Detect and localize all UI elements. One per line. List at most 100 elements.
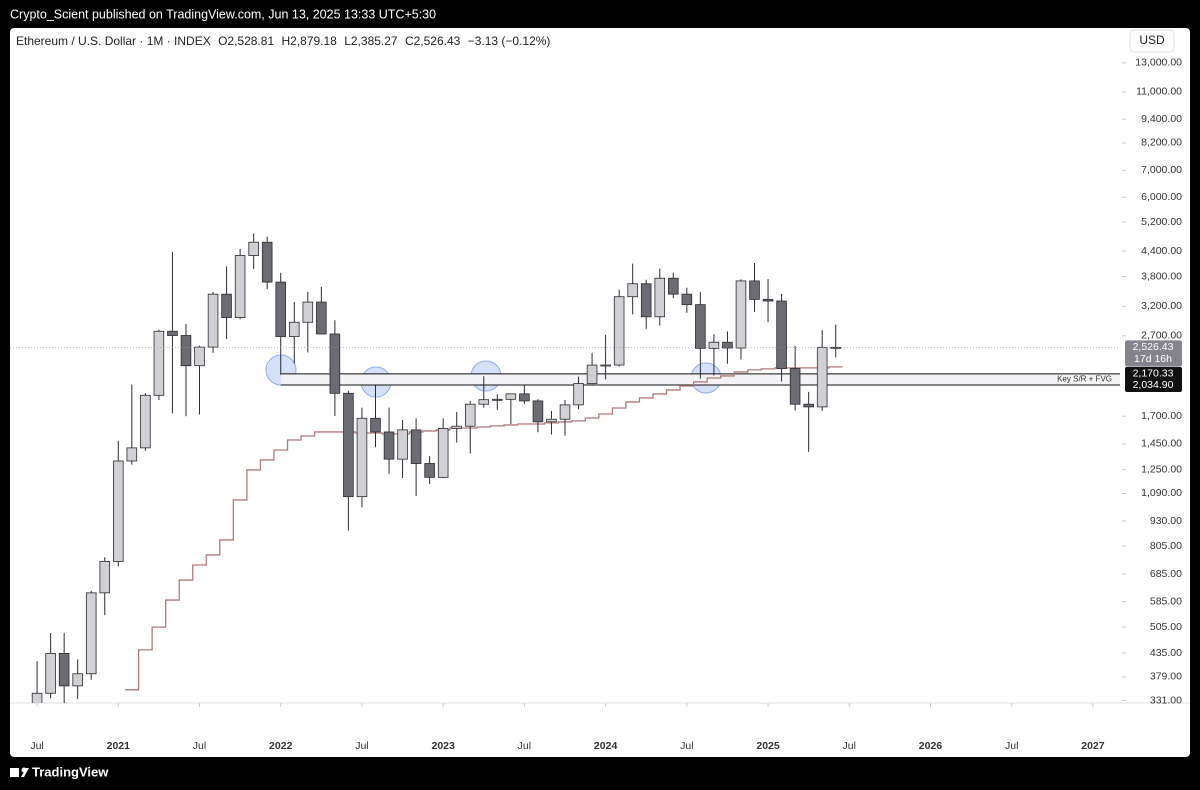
candle-body [383,431,395,460]
candle-body [640,283,652,318]
legend: Ethereum / U.S. Dollar · 1M · INDEX O2,5… [16,34,550,48]
x-tick-label: Jul [843,740,856,752]
level-box [1125,378,1182,393]
candle-body [72,673,83,687]
y-tick-label: 379.00 [1150,671,1182,683]
candle-body [410,429,422,464]
candle-body [343,392,354,498]
y-tick-label: 4,400.00 [1141,245,1182,257]
currency-button[interactable] [1129,29,1175,53]
y-tick-label: 1,250.00 [1141,463,1182,475]
x-tick-label: Jul [355,740,368,752]
candle-body [140,394,151,449]
level-box [1125,366,1182,381]
x-tick-label: Jul [518,740,531,752]
candle-body [85,592,97,675]
y-tick-label: 331.00 [1150,694,1182,706]
ohlc-key: C [405,34,414,48]
candle-body [99,561,111,594]
candle-body [749,280,760,300]
y-tick-label: 13,000.00 [1135,57,1182,69]
candle-body [627,283,638,298]
candle-body [668,277,679,295]
x-tick-label: 2026 [919,740,943,752]
candle-body [573,383,584,406]
ohlc-value: 2,526.43 [414,34,461,48]
y-tick-label: 505.00 [1150,621,1182,633]
y-tick-label: 930.00 [1150,515,1182,527]
candle-body [451,425,462,429]
x-tick-label: 2024 [594,740,618,752]
candle-body [600,364,611,367]
zone [280,373,1120,386]
candle-body [478,399,490,405]
x-tick-label: 2025 [756,740,780,752]
chart-panel [10,28,1190,757]
candle-body [681,293,693,306]
ohlc-key: L [344,34,351,48]
y-tick-label: 3,800.00 [1141,270,1182,282]
candle-body [234,255,246,318]
candle-body [248,241,259,256]
axes: 13,000.00 11,000.00 9,400.00 8,200.00 7,000.… [30,57,1182,752]
candle-body [776,300,787,369]
y-tick-label: 3,200.00 [1141,300,1182,312]
candle-body [207,293,219,348]
logo-mark [21,768,29,777]
candle-body [370,417,381,433]
moving-average [125,366,843,691]
candle-body [816,346,828,408]
ohlc-key: H [281,34,290,48]
x-tick-label: 2022 [269,740,293,752]
candle-body [505,393,517,400]
y-tick-label: 5,200.00 [1141,216,1182,228]
candle-body [221,293,232,318]
y-tick-label: 9,400.00 [1141,113,1182,125]
candle-body [559,404,571,420]
symbol: Ethereum / U.S. Dollar · 1M · INDEX [16,34,211,48]
candle-body [194,346,205,367]
candle-body [654,277,666,318]
x-tick-label: Jul [193,740,206,752]
candle-body [153,330,165,396]
y-tick-label: 11,000.00 [1136,86,1182,98]
candle-body [275,281,287,337]
candle-body [316,301,327,335]
last-price-label: 2,526.43 [1133,341,1174,353]
ohlc-value: 2,385.27 [351,34,398,48]
candle-body [261,241,273,283]
y-tick-label: 805.00 [1150,540,1182,552]
publisher: Crypto_Scient published on TradingView.c… [10,7,436,21]
candle-body [803,403,814,408]
plot: Key S/R + FVG [10,233,1120,703]
candle-body [532,400,544,423]
currency[interactable]: USD [1139,33,1165,47]
candle-body [492,398,503,401]
candle-body [613,296,625,366]
x-tick-label: Jul [680,740,693,752]
countdown: 17d 16h [1134,353,1172,365]
candle-body [789,368,801,405]
candle-body [722,341,733,349]
y-tick-label: 1,450.00 [1141,438,1182,450]
candle-body [167,330,178,336]
y-tick-label: 1,090.00 [1141,487,1182,499]
x-tick-label: 2021 [107,740,131,752]
y-tick-label: 585.00 [1150,595,1182,607]
ohlc-value: 2,528.81 [227,34,274,48]
candle-body [180,335,192,367]
candle-body [31,692,43,703]
candle-body [126,447,138,462]
y-tick-label: 1,700.00 [1141,410,1182,422]
zone-annotation: Key S/R + FVG [1057,375,1112,384]
x-tick-label: 2023 [431,740,455,752]
candle-body [586,364,598,384]
candle-body [45,653,56,694]
candle-body [329,333,341,394]
x-tick-label: 2027 [1081,740,1105,752]
candle-body [708,341,720,349]
ohlc-key: O [218,34,227,48]
candle-body [695,304,706,349]
y-tick-label: 6,000.00 [1141,191,1182,203]
